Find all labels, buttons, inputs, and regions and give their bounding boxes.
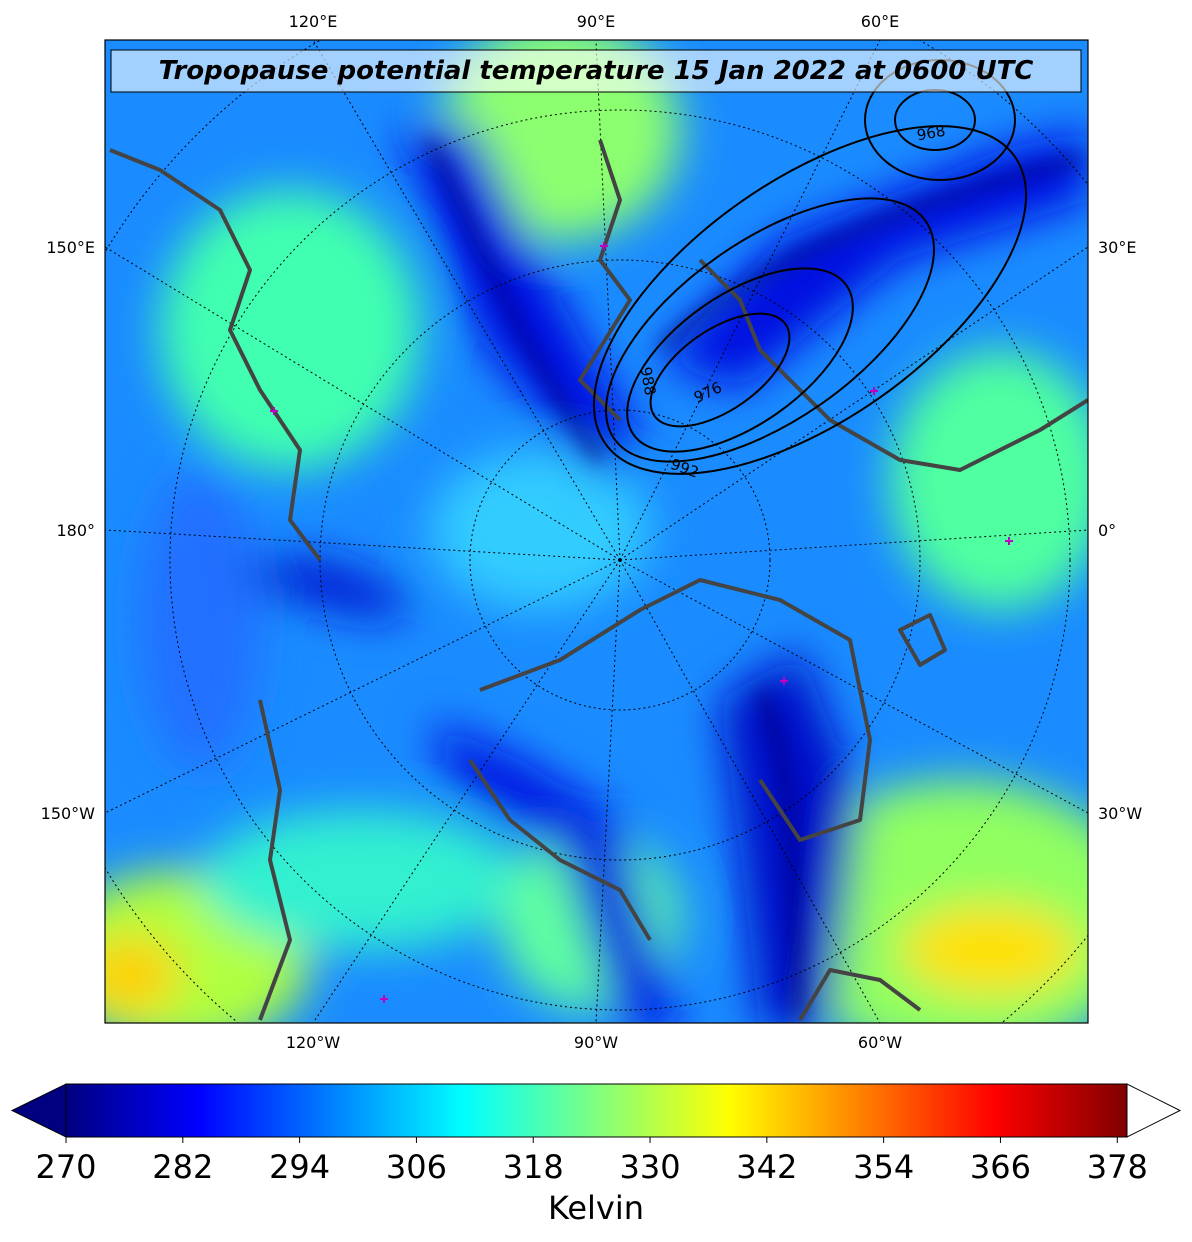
colorbar: 270 282 294 306 318 330 342 354 366 378	[10, 1083, 1182, 1186]
map: 988 976 992 968 Tropopause potential tem…	[105, 40, 1088, 1023]
lon-label: 90°E	[577, 12, 615, 31]
colorbar-label: Kelvin	[548, 1189, 644, 1227]
colorbar-tick-label: 318	[503, 1148, 564, 1186]
colorbar-bar	[65, 1083, 1128, 1138]
colorbar-tick-label: 366	[970, 1148, 1031, 1186]
colorbar-tick-label: 306	[386, 1148, 447, 1186]
colorbar-tick-label: 294	[269, 1148, 330, 1186]
lon-label: 120°E	[289, 12, 338, 31]
colorbar-tick-label: 330	[619, 1148, 680, 1186]
map-title: Tropopause potential temperature 15 Jan …	[159, 56, 1034, 86]
lon-label: 150°W	[41, 804, 96, 823]
colorbar-tick-label: 270	[35, 1148, 96, 1186]
colorbar-extend-max	[1126, 1083, 1182, 1138]
contour-label: 968	[915, 122, 946, 145]
map-frame	[104, 39, 1089, 1024]
lon-label: 0°	[1098, 521, 1116, 540]
contour-label: 988	[637, 365, 660, 396]
pressure-contours	[592, 59, 1028, 475]
jet-streaks	[425, 137, 1082, 1021]
colorbar-tick-label: 354	[853, 1148, 914, 1186]
lon-label: 60°W	[858, 1033, 902, 1052]
colorbar-tick-label: 378	[1087, 1148, 1148, 1186]
lon-label: 30°W	[1098, 804, 1142, 823]
graticule	[105, 40, 1088, 1023]
lon-label: 120°W	[286, 1033, 341, 1052]
lon-label: 90°W	[574, 1033, 618, 1052]
lon-label: 150°E	[46, 238, 95, 257]
lon-label: 30°E	[1098, 238, 1136, 257]
lon-label: 180°	[56, 521, 95, 540]
colorbar-tick-label: 282	[152, 1148, 213, 1186]
coastlines	[109, 139, 1088, 1022]
title-box	[110, 49, 1082, 93]
station-markers	[270, 242, 1013, 1003]
colorbar-extend-min	[10, 1083, 67, 1138]
colorbar-tick-label: 342	[736, 1148, 797, 1186]
lon-label: 60°E	[861, 12, 899, 31]
